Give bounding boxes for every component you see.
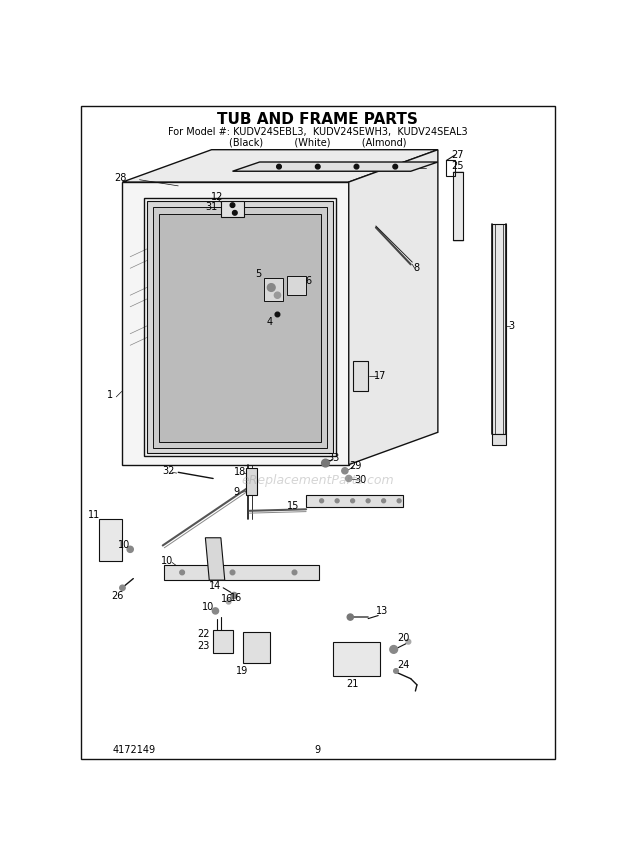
Circle shape [397, 499, 401, 502]
Text: 5: 5 [255, 269, 261, 279]
Text: 4: 4 [267, 318, 273, 327]
Circle shape [232, 211, 237, 215]
Circle shape [230, 570, 235, 574]
Circle shape [180, 570, 185, 574]
Polygon shape [232, 162, 438, 171]
Text: 24: 24 [397, 660, 409, 670]
Text: 13: 13 [376, 606, 388, 616]
Text: 4172149: 4172149 [112, 745, 156, 754]
Circle shape [226, 599, 231, 604]
Text: 18: 18 [234, 467, 246, 478]
Circle shape [335, 499, 339, 502]
Polygon shape [205, 538, 224, 580]
Circle shape [275, 292, 281, 298]
Circle shape [322, 459, 329, 467]
Text: 10: 10 [161, 556, 174, 566]
Text: 29: 29 [349, 461, 361, 471]
Polygon shape [492, 434, 506, 445]
Text: 26: 26 [112, 591, 124, 601]
Circle shape [275, 312, 280, 317]
Text: 16: 16 [230, 593, 242, 603]
Polygon shape [221, 201, 244, 217]
Polygon shape [123, 182, 348, 465]
Circle shape [347, 614, 353, 620]
Circle shape [127, 546, 133, 552]
Polygon shape [99, 519, 123, 561]
Circle shape [292, 570, 297, 574]
Text: 33: 33 [327, 454, 339, 463]
Text: 31: 31 [205, 202, 218, 211]
Circle shape [351, 499, 355, 502]
Polygon shape [348, 150, 438, 465]
Circle shape [394, 669, 399, 674]
Text: 9: 9 [233, 486, 239, 496]
Text: 14: 14 [210, 581, 221, 591]
Text: 22: 22 [198, 629, 210, 639]
Circle shape [231, 592, 237, 598]
Circle shape [366, 499, 370, 502]
Polygon shape [264, 278, 283, 301]
Polygon shape [453, 172, 463, 240]
Circle shape [346, 475, 352, 482]
Text: 10: 10 [202, 602, 214, 612]
Text: 16: 16 [221, 594, 233, 604]
Text: 25: 25 [451, 161, 464, 171]
Polygon shape [492, 224, 506, 434]
Text: TUB AND FRAME PARTS: TUB AND FRAME PARTS [218, 112, 418, 128]
Circle shape [390, 645, 397, 653]
Polygon shape [334, 642, 379, 676]
Circle shape [406, 639, 410, 644]
Text: 3: 3 [508, 321, 515, 331]
Text: 15: 15 [287, 502, 299, 511]
Text: 10: 10 [118, 539, 130, 550]
Text: 12: 12 [211, 192, 223, 202]
Circle shape [277, 164, 281, 169]
Circle shape [320, 499, 324, 502]
Text: 32: 32 [163, 466, 175, 476]
Text: 23: 23 [198, 640, 210, 651]
Text: 19: 19 [236, 666, 249, 676]
Polygon shape [148, 201, 334, 453]
Circle shape [316, 164, 320, 169]
Polygon shape [286, 276, 306, 295]
Polygon shape [242, 633, 270, 663]
Circle shape [354, 164, 359, 169]
Text: (Black)          (White)          (Almond): (Black) (White) (Almond) [229, 138, 407, 148]
Text: 28: 28 [114, 173, 126, 183]
Text: For Model #: KUDV24SEBL3,  KUDV24SEWH3,  KUDV24SEAL3: For Model #: KUDV24SEBL3, KUDV24SEWH3, K… [168, 127, 467, 137]
Polygon shape [159, 214, 321, 442]
Text: 11: 11 [89, 510, 100, 520]
Circle shape [230, 203, 235, 207]
Text: 20: 20 [397, 633, 409, 643]
Circle shape [212, 608, 219, 614]
Polygon shape [247, 468, 257, 496]
Text: 9: 9 [315, 745, 321, 754]
Polygon shape [123, 150, 438, 182]
Circle shape [393, 164, 397, 169]
Text: 8: 8 [413, 264, 419, 273]
Text: 6: 6 [306, 276, 311, 287]
Circle shape [382, 499, 386, 502]
Text: 21: 21 [347, 679, 359, 689]
Circle shape [120, 586, 125, 591]
Circle shape [267, 283, 275, 291]
Circle shape [342, 467, 348, 474]
Polygon shape [353, 360, 368, 391]
Text: 1: 1 [107, 390, 113, 401]
Polygon shape [306, 496, 403, 507]
Text: eReplacementParts.com: eReplacementParts.com [241, 473, 394, 486]
Polygon shape [164, 565, 319, 580]
Polygon shape [213, 630, 232, 653]
Text: 17: 17 [374, 371, 386, 381]
Polygon shape [153, 207, 327, 448]
Text: 30: 30 [354, 475, 366, 485]
Text: 27: 27 [451, 150, 464, 160]
